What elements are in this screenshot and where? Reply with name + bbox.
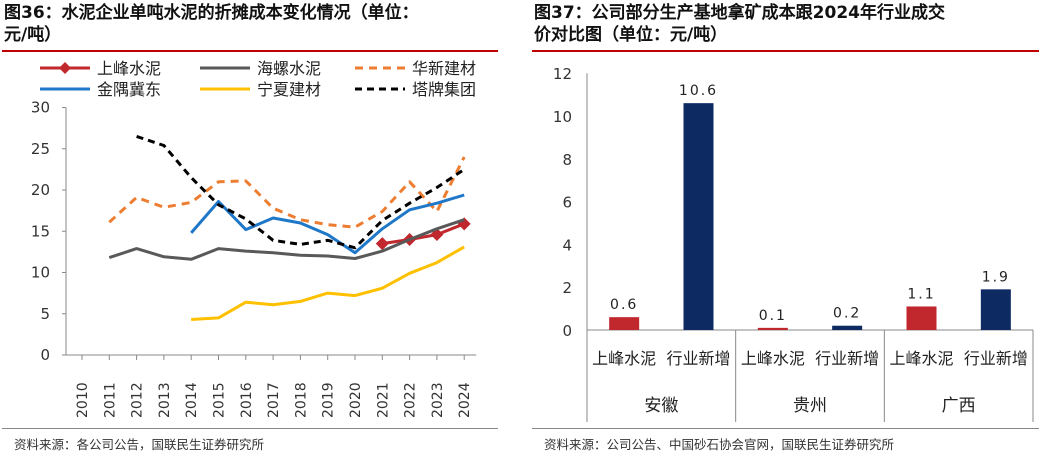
x-tick-label: 2020: [348, 382, 364, 418]
bar-上峰水泥-贵州: [757, 327, 788, 330]
legend-label-华新建材: 华新建材: [412, 59, 476, 78]
legend-label-海螺水泥: 海螺水泥: [257, 59, 321, 78]
bar-上峰水泥-广西: [906, 306, 937, 330]
x-tick-label: 2024: [457, 382, 473, 418]
series-marker-上峰水泥: [457, 217, 471, 231]
y-tick-label: 10: [553, 108, 572, 126]
series-line-塔牌集团: [136, 134, 466, 250]
legend-label-金隅冀东: 金隅冀东: [97, 80, 161, 99]
x-tick-label: 2011: [102, 382, 118, 418]
left-bottom-rule: [2, 428, 498, 429]
x-tick-label: 2012: [130, 382, 146, 418]
bar-value-label: 1.1: [907, 286, 935, 302]
left-title-line2: 元/吨）: [4, 25, 62, 45]
legend-label-宁夏建材: 宁夏建材: [257, 80, 321, 99]
right-source: 资料来源：公司公告、中国砂石协会官网，国联民生证券研究所: [544, 437, 895, 452]
x-tick-label: 2019: [321, 382, 337, 418]
right-bottom-rule: [532, 428, 1039, 429]
legend-label-塔牌集团: 塔牌集团: [412, 80, 476, 99]
y-tick-label: 0: [562, 322, 572, 340]
y-tick-label: 20: [31, 181, 50, 199]
right-figure-panel: 图37：公司部分生产基地拿矿成本跟2024年行业成交 价对比图（单位：元/吨） …: [530, 0, 1041, 456]
right-title-line1: 图37：公司部分生产基地拿矿成本跟2024年行业成交: [534, 3, 945, 23]
x-tick-label: 2016: [239, 382, 255, 418]
y-tick-label: 2: [562, 279, 572, 297]
x-group-label: 安徽: [644, 396, 678, 416]
series-line-金隅冀东: [190, 193, 465, 255]
x-category-label: 上峰水泥: [741, 349, 805, 368]
series-line-上峰水泥: [382, 222, 465, 246]
x-tick-label: 2014: [184, 382, 200, 418]
y-tick-label: 5: [40, 305, 50, 323]
bar-value-label: 0.6: [610, 297, 638, 313]
legend-marker-上峰水泥: [59, 62, 71, 74]
y-tick-label: 8: [562, 151, 572, 169]
left-source: 资料来源：各公司公告，国联民生证券研究所: [14, 437, 265, 452]
bar-value-label: 10.6: [679, 83, 718, 99]
y-tick-label: 6: [562, 194, 572, 212]
x-group-label: 贵州: [793, 396, 827, 416]
x-tick-label: 2010: [75, 382, 91, 418]
left-title-rule: [2, 50, 498, 52]
x-category-label: 行业新增: [815, 349, 879, 368]
x-category-label: 行业新增: [964, 349, 1028, 368]
legend-label-上峰水泥: 上峰水泥: [97, 59, 161, 78]
y-tick-label: 25: [31, 140, 50, 158]
x-tick-label: 2022: [403, 382, 419, 418]
right-figure-title: 图37：公司部分生产基地拿矿成本跟2024年行业成交 价对比图（单位：元/吨）: [534, 2, 945, 46]
series-marker-上峰水泥: [375, 237, 389, 251]
y-tick-label: 4: [562, 236, 572, 254]
x-category-label: 上峰水泥: [889, 349, 953, 368]
x-group-label: 广西: [942, 396, 976, 416]
x-tick-label: 2023: [430, 382, 446, 418]
x-tick-label: 2017: [266, 382, 282, 418]
x-category-label: 上峰水泥: [592, 349, 656, 368]
bar-value-label: 1.9: [982, 269, 1010, 285]
y-tick-label: 12: [553, 65, 572, 83]
bar-value-label: 0.2: [833, 306, 861, 322]
y-tick-label: 0: [40, 346, 50, 364]
x-tick-label: 2015: [212, 382, 228, 418]
y-tick-label: 10: [31, 264, 50, 282]
bar-行业新增-贵州: [832, 325, 863, 330]
line-chart: 0 5 10 15 20 25 30 2010 2011 2012 2013 2014 2015 2016…: [31, 59, 477, 418]
x-tick-label: 2018: [293, 382, 309, 418]
y-tick-label: 15: [31, 222, 50, 240]
series-line-海螺水泥: [108, 218, 465, 261]
bar-行业新增-广西: [980, 289, 1011, 330]
series-line-华新建材: [108, 156, 466, 229]
left-title-line1: 图36：水泥企业单吨水泥的折摊成本变化情况（单位：: [4, 3, 419, 23]
right-title-line2: 价对比图（单位：元/吨）: [534, 25, 728, 45]
bar-value-label: 0.1: [759, 308, 787, 324]
y-tick-label: 30: [31, 99, 50, 117]
bar-行业新增-安徽: [683, 103, 714, 330]
series-line-宁夏建材: [191, 245, 465, 321]
x-category-label: 行业新增: [666, 349, 730, 368]
x-tick-label: 2021: [375, 382, 391, 418]
x-tick-label: 2013: [157, 382, 173, 418]
bar-上峰水泥-安徽: [609, 317, 640, 330]
left-figure-title: 图36：水泥企业单吨水泥的折摊成本变化情况（单位： 元/吨）: [4, 2, 419, 46]
right-title-rule: [532, 50, 1039, 52]
left-figure-panel: 图36：水泥企业单吨水泥的折摊成本变化情况（单位： 元/吨） 0 5 10 15 20 2…: [0, 0, 500, 456]
